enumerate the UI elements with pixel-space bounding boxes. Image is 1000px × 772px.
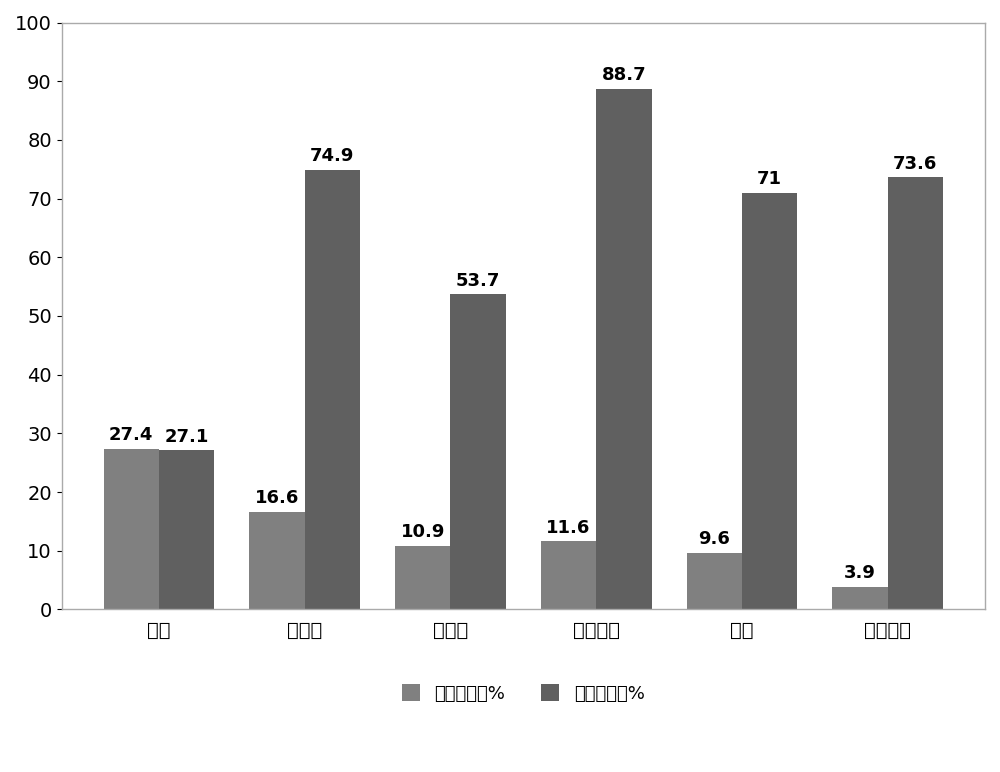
Bar [888, 178, 943, 610]
Text: 10.9: 10.9 [401, 523, 445, 541]
Bar [305, 170, 360, 610]
Bar [832, 587, 888, 610]
Bar [104, 449, 159, 610]
Bar [159, 450, 214, 610]
Text: 9.6: 9.6 [698, 530, 730, 548]
Text: 27.1: 27.1 [164, 428, 209, 445]
Text: 3.9: 3.9 [844, 564, 876, 582]
Text: 27.4: 27.4 [109, 426, 153, 444]
Text: 11.6: 11.6 [546, 519, 591, 537]
Bar [450, 294, 506, 610]
Bar [395, 546, 450, 610]
Bar [541, 541, 596, 610]
Text: 73.6: 73.6 [893, 154, 938, 173]
Legend: 产生量占比%, 综合利用率%: 产生量占比%, 综合利用率% [395, 677, 652, 710]
Bar [687, 554, 742, 610]
Bar [742, 193, 797, 610]
Text: 88.7: 88.7 [602, 66, 646, 84]
Text: 53.7: 53.7 [456, 272, 500, 290]
Text: 16.6: 16.6 [255, 489, 299, 507]
Bar [249, 512, 305, 610]
Text: 71: 71 [757, 170, 782, 188]
Text: 74.9: 74.9 [310, 147, 355, 165]
Bar [596, 89, 652, 610]
